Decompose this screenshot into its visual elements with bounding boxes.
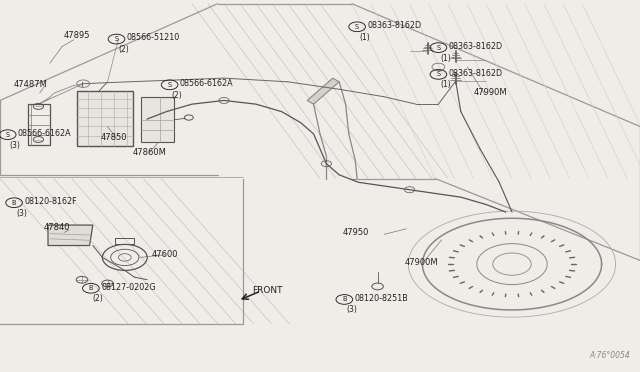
Text: B: B (88, 285, 93, 291)
Text: B: B (12, 200, 17, 206)
Text: 08566-51210: 08566-51210 (127, 33, 180, 42)
Text: S: S (6, 132, 10, 138)
Polygon shape (48, 225, 93, 246)
Polygon shape (307, 78, 339, 104)
Text: 47487M: 47487M (14, 80, 48, 89)
Text: (1): (1) (440, 54, 451, 62)
Text: 47850: 47850 (101, 133, 127, 142)
Text: FRONT: FRONT (252, 286, 283, 295)
Text: (3): (3) (16, 209, 27, 218)
Text: A·76°0054: A·76°0054 (589, 351, 630, 360)
Text: S: S (436, 71, 440, 77)
Text: 08363-8162D: 08363-8162D (449, 42, 503, 51)
Text: 47900M: 47900M (404, 258, 438, 267)
Text: (1): (1) (359, 33, 370, 42)
Text: S: S (168, 82, 172, 88)
Text: 47990M: 47990M (474, 89, 508, 97)
Bar (77, 91, 133, 146)
Text: (2): (2) (118, 45, 129, 54)
Text: 47860M: 47860M (133, 148, 167, 157)
Text: 08120-8162F: 08120-8162F (24, 197, 77, 206)
Text: S: S (115, 36, 118, 42)
Bar (141, 97, 174, 142)
Text: 08120-8251B: 08120-8251B (355, 294, 408, 303)
Text: 08127-0202G: 08127-0202G (101, 283, 156, 292)
Text: S: S (436, 45, 440, 51)
Text: 47600: 47600 (152, 250, 178, 259)
Text: B: B (342, 296, 347, 302)
Text: 47950: 47950 (342, 228, 369, 237)
Text: 08363-8162D: 08363-8162D (367, 21, 422, 30)
Text: (2): (2) (172, 91, 182, 100)
Text: 08566-6162A: 08566-6162A (180, 79, 234, 88)
Text: (2): (2) (93, 294, 104, 303)
Text: 08363-8162D: 08363-8162D (449, 69, 503, 78)
Text: (1): (1) (440, 80, 451, 89)
Text: (3): (3) (10, 141, 20, 150)
Text: 08566-6162A: 08566-6162A (18, 129, 72, 138)
Text: 47840: 47840 (44, 224, 70, 232)
Text: 47895: 47895 (64, 31, 90, 40)
Text: S: S (355, 24, 359, 30)
Text: (3): (3) (346, 305, 357, 314)
